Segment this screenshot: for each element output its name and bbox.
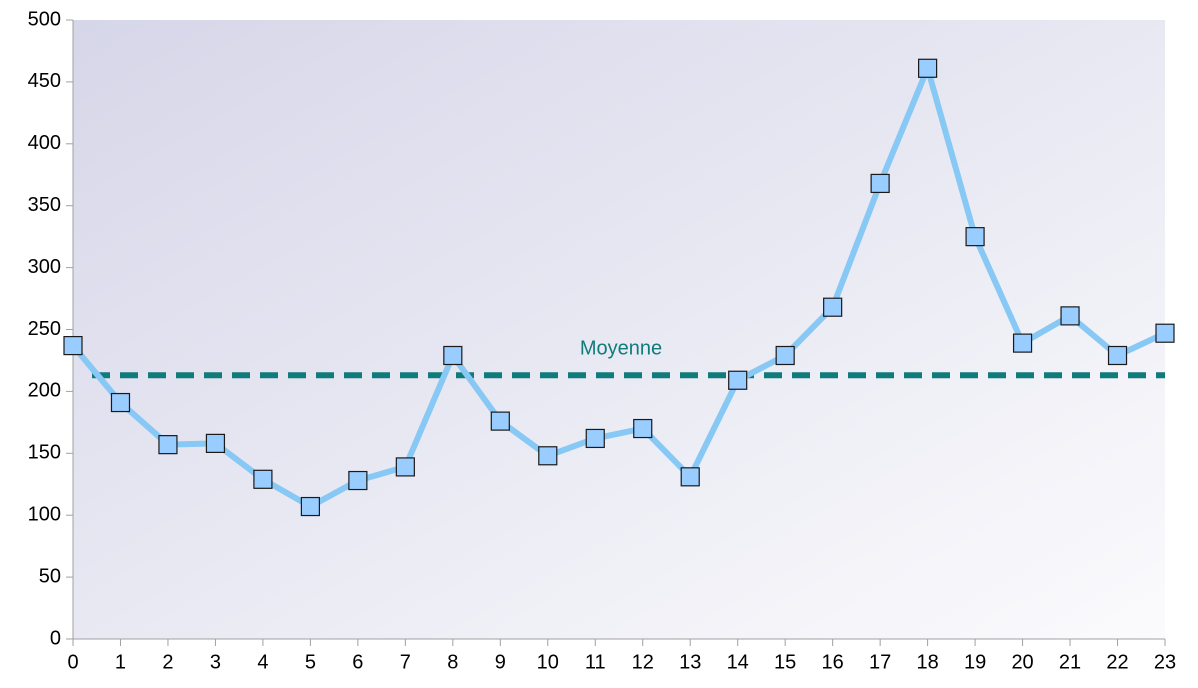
point-marker xyxy=(205,433,226,453)
x-tick-label: 0 xyxy=(67,651,78,673)
x-tick-label: 17 xyxy=(869,651,891,673)
x-tick-label: 13 xyxy=(679,651,701,673)
x-tick-label: 15 xyxy=(774,651,796,673)
y-tick-label: 200 xyxy=(28,380,61,402)
point-marker xyxy=(918,58,938,78)
y-tick-label: 0 xyxy=(50,627,61,649)
reference-label: Moyenne xyxy=(580,338,662,360)
point-marker xyxy=(823,297,843,317)
y-tick-label: 500 xyxy=(28,8,61,30)
point-marker xyxy=(965,227,985,247)
x-tick-label: 12 xyxy=(632,651,654,673)
point-marker xyxy=(870,173,890,194)
point-marker xyxy=(158,435,178,455)
point-marker xyxy=(1060,306,1080,326)
x-tick-label: 2 xyxy=(162,651,173,673)
x-tick-label: 19 xyxy=(964,651,986,673)
x-tick-label: 16 xyxy=(822,651,844,673)
x-tick-label: 3 xyxy=(210,651,221,673)
point-marker xyxy=(395,457,415,477)
point-marker xyxy=(443,345,463,366)
point-marker xyxy=(775,345,795,366)
point-marker xyxy=(110,392,131,413)
y-tick-label: 400 xyxy=(28,132,61,154)
plot-area xyxy=(73,20,1165,639)
y-tick-label: 250 xyxy=(28,318,61,340)
x-tick-label: 1 xyxy=(115,651,126,673)
x-tick-label: 23 xyxy=(1154,651,1176,673)
point-marker xyxy=(348,470,368,491)
x-tick-label: 22 xyxy=(1106,651,1128,673)
point-marker xyxy=(633,418,653,439)
point-marker xyxy=(253,469,273,489)
point-marker xyxy=(490,411,510,431)
y-tick-label: 150 xyxy=(28,442,61,464)
x-tick-label: 14 xyxy=(727,651,749,673)
x-tick-label: 5 xyxy=(305,651,316,673)
x-tick-label: 7 xyxy=(400,651,411,673)
y-tick-label: 300 xyxy=(28,256,61,278)
point-marker xyxy=(585,428,605,449)
x-tick-label: 9 xyxy=(495,651,506,673)
point-marker xyxy=(728,370,748,390)
y-tick-label: 50 xyxy=(39,565,61,587)
point-marker xyxy=(680,467,700,487)
x-tick-label: 18 xyxy=(916,651,938,673)
x-tick-label: 20 xyxy=(1011,651,1033,673)
point-marker xyxy=(1155,323,1175,343)
x-tick-label: 11 xyxy=(585,651,606,673)
y-tick-label: 100 xyxy=(28,503,61,525)
x-tick-label: 8 xyxy=(447,651,458,673)
y-tick-label: 450 xyxy=(28,70,61,92)
point-marker xyxy=(1107,345,1128,366)
point-marker xyxy=(538,446,558,466)
point-marker xyxy=(300,496,320,517)
x-tick-label: 10 xyxy=(537,651,559,673)
point-marker xyxy=(1012,333,1033,353)
x-tick-label: 21 xyxy=(1059,651,1081,673)
x-tick-label: 6 xyxy=(352,651,363,673)
x-tick-label: 4 xyxy=(257,651,268,673)
y-tick-label: 350 xyxy=(28,194,61,216)
point-marker xyxy=(63,335,83,356)
